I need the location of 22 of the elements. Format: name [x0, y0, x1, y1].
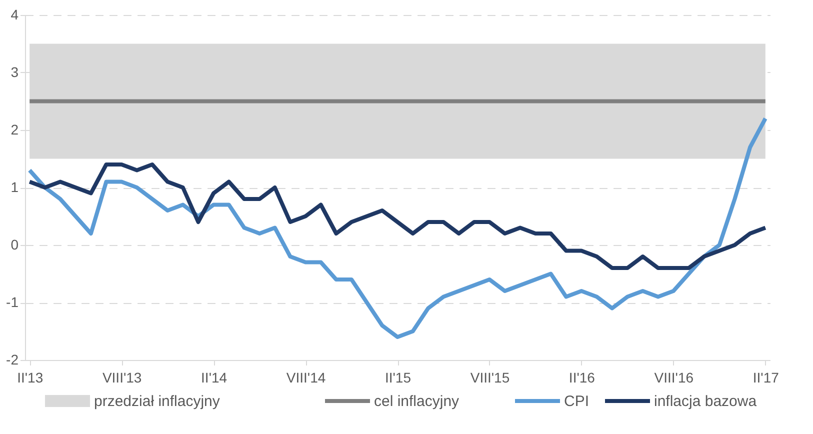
x-tick-label: II'13 — [17, 370, 44, 386]
y-tick-label: -1 — [6, 294, 19, 310]
x-tick-label: II'15 — [384, 370, 412, 386]
line-series — [28, 116, 768, 339]
x-tick-label: VIII'15 — [470, 370, 510, 386]
x-tick-label: VIII'16 — [654, 370, 694, 386]
x-tick-label: VIII'13 — [102, 370, 142, 386]
x-tick-label: II'14 — [201, 370, 228, 386]
x-tick-label: VIII'14 — [286, 370, 326, 386]
legend-label: CPI — [564, 393, 590, 410]
y-tick-label: 4 — [10, 6, 19, 22]
legend-label: inflacja bazowa — [654, 393, 758, 410]
y-tick-label: -2 — [6, 352, 19, 368]
y-tick-label: 0 — [10, 236, 19, 252]
x-tick-label: II'16 — [568, 370, 596, 386]
y-tick-label: 2 — [10, 122, 19, 138]
legend-label: przedział inflacyjny — [94, 393, 220, 410]
y-tick-label: 1 — [10, 179, 19, 195]
legend-label: cel inflacyjny — [374, 393, 460, 410]
x-tick-label: II'17 — [752, 370, 780, 386]
line-series — [28, 162, 768, 270]
y-tick-label: 3 — [10, 64, 19, 80]
